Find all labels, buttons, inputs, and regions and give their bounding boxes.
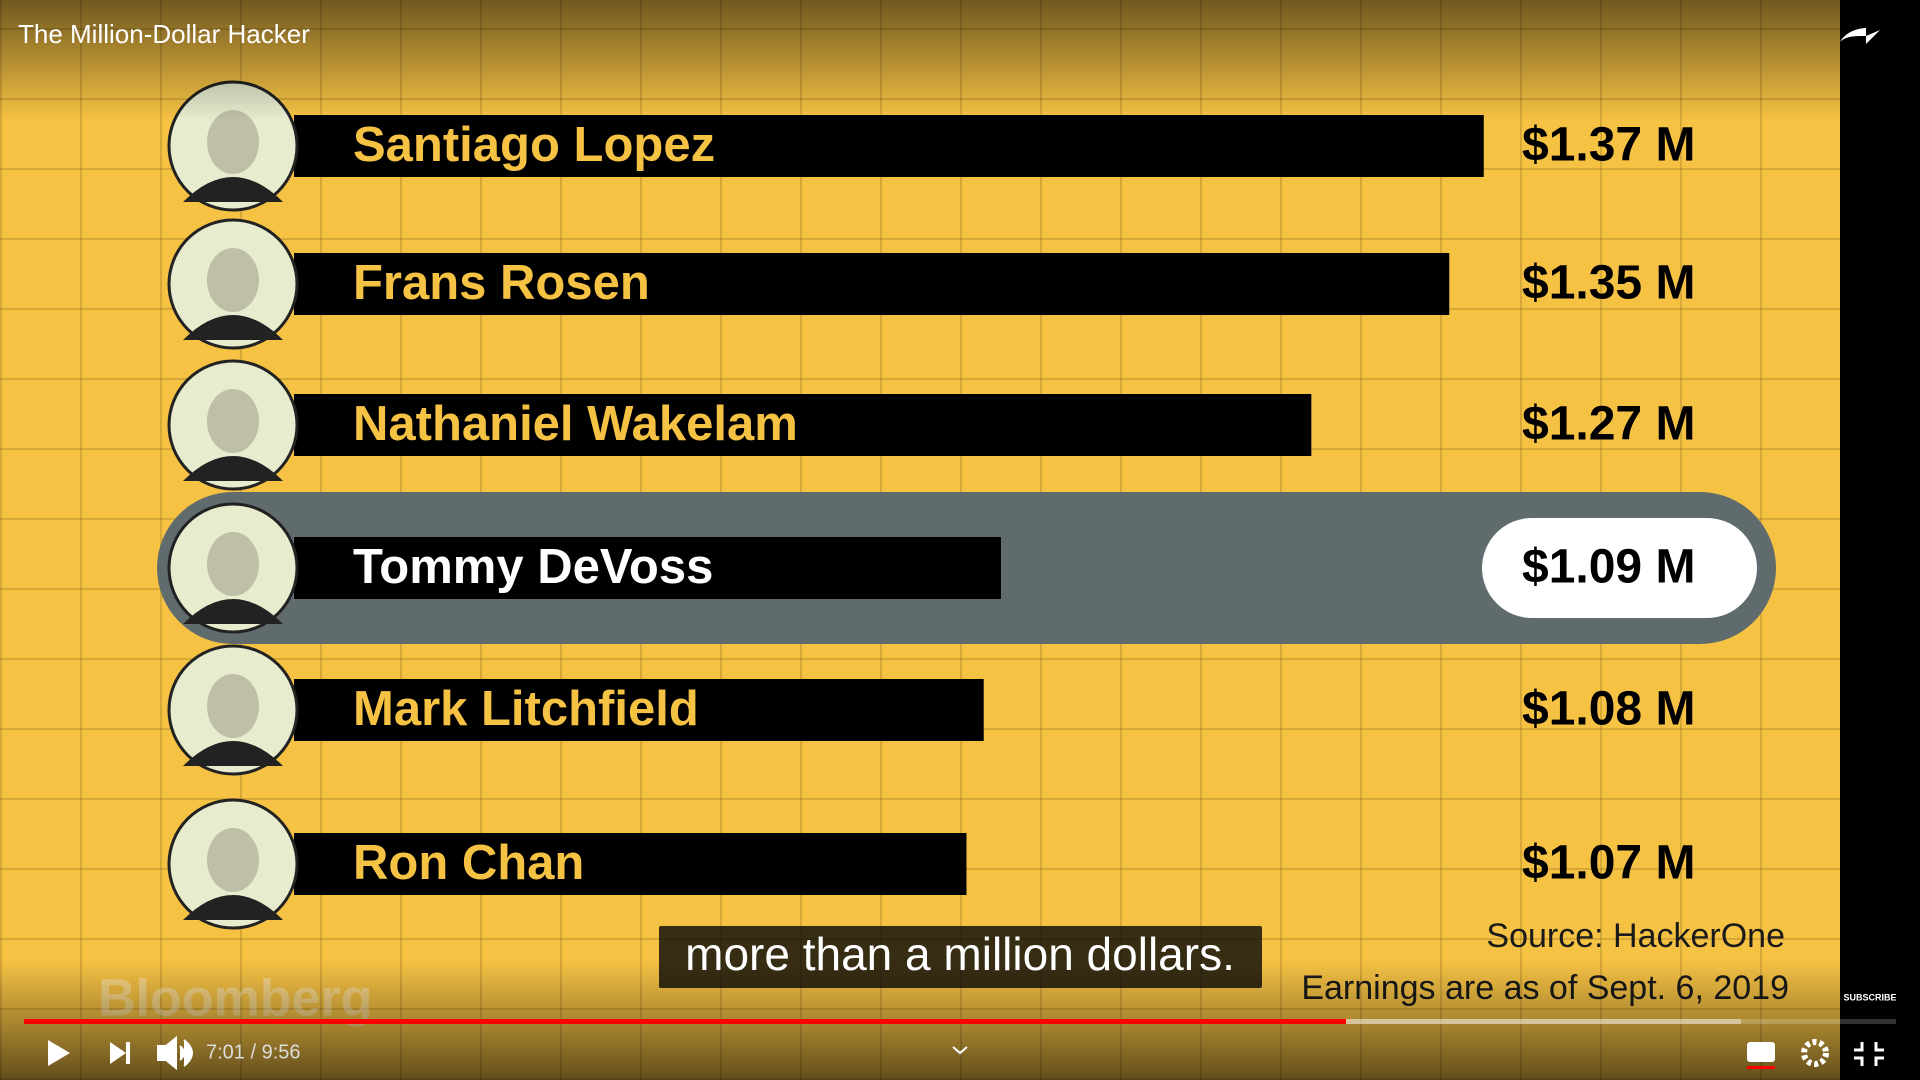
value-label: $1.37 M (1522, 119, 1695, 172)
name-label: Ron Chan (353, 836, 584, 890)
avatar-shoulders (183, 315, 283, 340)
play-button[interactable] (48, 1040, 70, 1066)
value-label: $1.07 M (1522, 837, 1695, 890)
name-label: Frans Rosen (353, 256, 650, 310)
value-label: $1.09 M (1522, 541, 1695, 594)
caption: more than a million dollars. (685, 928, 1235, 980)
value-label: $1.35 M (1522, 257, 1695, 310)
bar (294, 115, 1484, 177)
next-button[interactable] (110, 1042, 130, 1064)
progress-played (24, 1019, 1346, 1024)
volume-button[interactable] (157, 1035, 193, 1071)
source: Source: HackerOne (1486, 917, 1785, 955)
avatar-shoulders (183, 895, 283, 920)
caption-box (659, 926, 1262, 988)
avatar-face (207, 828, 259, 892)
avatar-face (207, 674, 259, 738)
avatar-face (207, 532, 259, 596)
avatar-face (207, 389, 259, 453)
bar (294, 537, 1001, 599)
name-label: Tommy DeVoss (353, 540, 713, 594)
value-label: $1.27 M (1522, 398, 1695, 451)
bar (294, 394, 1312, 456)
share-icon[interactable] (1840, 28, 1880, 44)
bar (294, 679, 984, 741)
cc-indicator (1747, 1066, 1775, 1069)
avatar-shoulders (183, 599, 283, 624)
bar (294, 833, 967, 895)
video-title[interactable]: The Million-Dollar Hacker (18, 19, 310, 49)
name-label: Nathaniel Wakelam (353, 397, 798, 451)
top-shade (0, 0, 1920, 120)
bar (294, 253, 1450, 315)
value-pill (1482, 518, 1757, 618)
subscribe[interactable]: SUBSCRIBE (1843, 992, 1896, 1002)
avatar-shoulders (183, 177, 283, 202)
cc-button[interactable] (1747, 1042, 1775, 1062)
name-label: Santiago Lopez (353, 118, 715, 172)
avatar-face (207, 110, 259, 174)
fullscreen-button[interactable] (1854, 1042, 1884, 1066)
settings-button[interactable] (1801, 1039, 1829, 1067)
avatar-shoulders (183, 741, 283, 766)
chevron[interactable] (952, 1046, 968, 1055)
name-label: Mark Litchfield (353, 682, 699, 736)
avatar-shoulders (183, 456, 283, 481)
value-label: $1.08 M (1522, 683, 1695, 736)
avatar-face (207, 248, 259, 312)
time-display: 7:01 / 9:56 (206, 1041, 301, 1063)
